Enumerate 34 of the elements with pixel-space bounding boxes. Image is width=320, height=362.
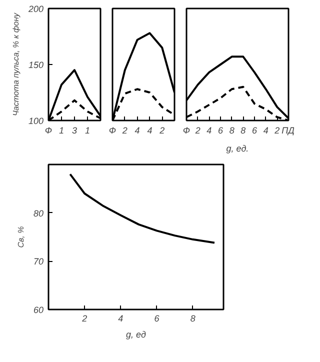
x-tick-label: Ф (108, 126, 116, 136)
x-tick-label: 8 (229, 126, 234, 136)
x-axis-title: g, ед. (226, 144, 249, 154)
x-tick-label: 4 (134, 126, 140, 136)
x-tick-label: Ф (44, 126, 52, 136)
x-tick-label: 2 (158, 126, 165, 136)
x-tick-label: 2 (121, 126, 128, 136)
x-tick-label: 1 (58, 126, 64, 136)
y-tick-label: 150 (28, 60, 44, 70)
y-tick-label: 200 (27, 4, 44, 14)
x-tick-label: 2 (81, 314, 88, 324)
x-tick-label: 3 (72, 126, 78, 136)
x-tick-label: 8 (240, 126, 246, 136)
line-series (69, 173, 216, 244)
x-tick-label: 8 (190, 314, 196, 324)
y-tick-label: 80 (33, 208, 44, 218)
x-tick-label: 1 (84, 126, 90, 136)
x-axis-title: g, ед (126, 330, 146, 340)
x-tick-label: 2 (194, 126, 200, 136)
x-tick-label: 4 (118, 314, 124, 324)
x-tick-label: 4 (263, 126, 268, 136)
x-tick-label: 6 (218, 126, 224, 136)
y-tick-label: 70 (33, 256, 44, 267)
y-axis-title: Cв, % (16, 226, 26, 248)
x-tick-label: Ф (182, 126, 190, 136)
x-tick-label: 6 (252, 126, 258, 136)
y-axis-title: Частота пульса, % к фону (11, 12, 20, 116)
x-tick-label: 4 (206, 126, 212, 136)
y-tick-label: 100 (28, 116, 44, 126)
y-tick-label: 60 (33, 305, 44, 315)
x-tick-label: 4 (147, 126, 152, 136)
x-tick-label: 6 (154, 314, 160, 324)
x-tick-label: ПД (282, 126, 296, 136)
x-tick-label: 2 (274, 126, 280, 136)
